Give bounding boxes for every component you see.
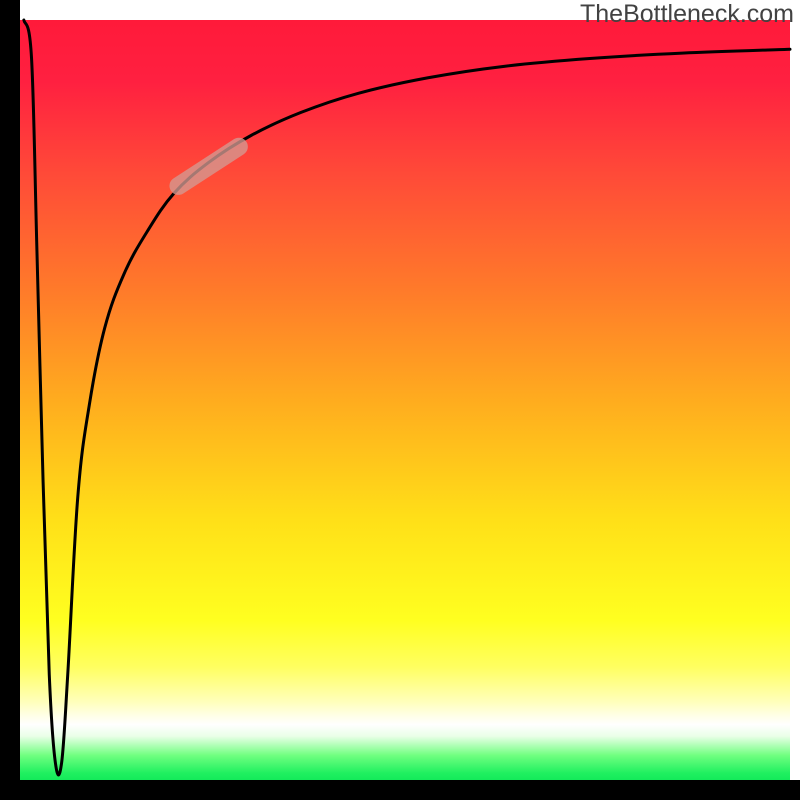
chart-svg: [0, 0, 800, 800]
plot-background: [20, 20, 790, 790]
bottleneck-chart: TheBottleneck.com: [0, 0, 800, 800]
watermark-text: TheBottleneck.com: [580, 0, 794, 29]
